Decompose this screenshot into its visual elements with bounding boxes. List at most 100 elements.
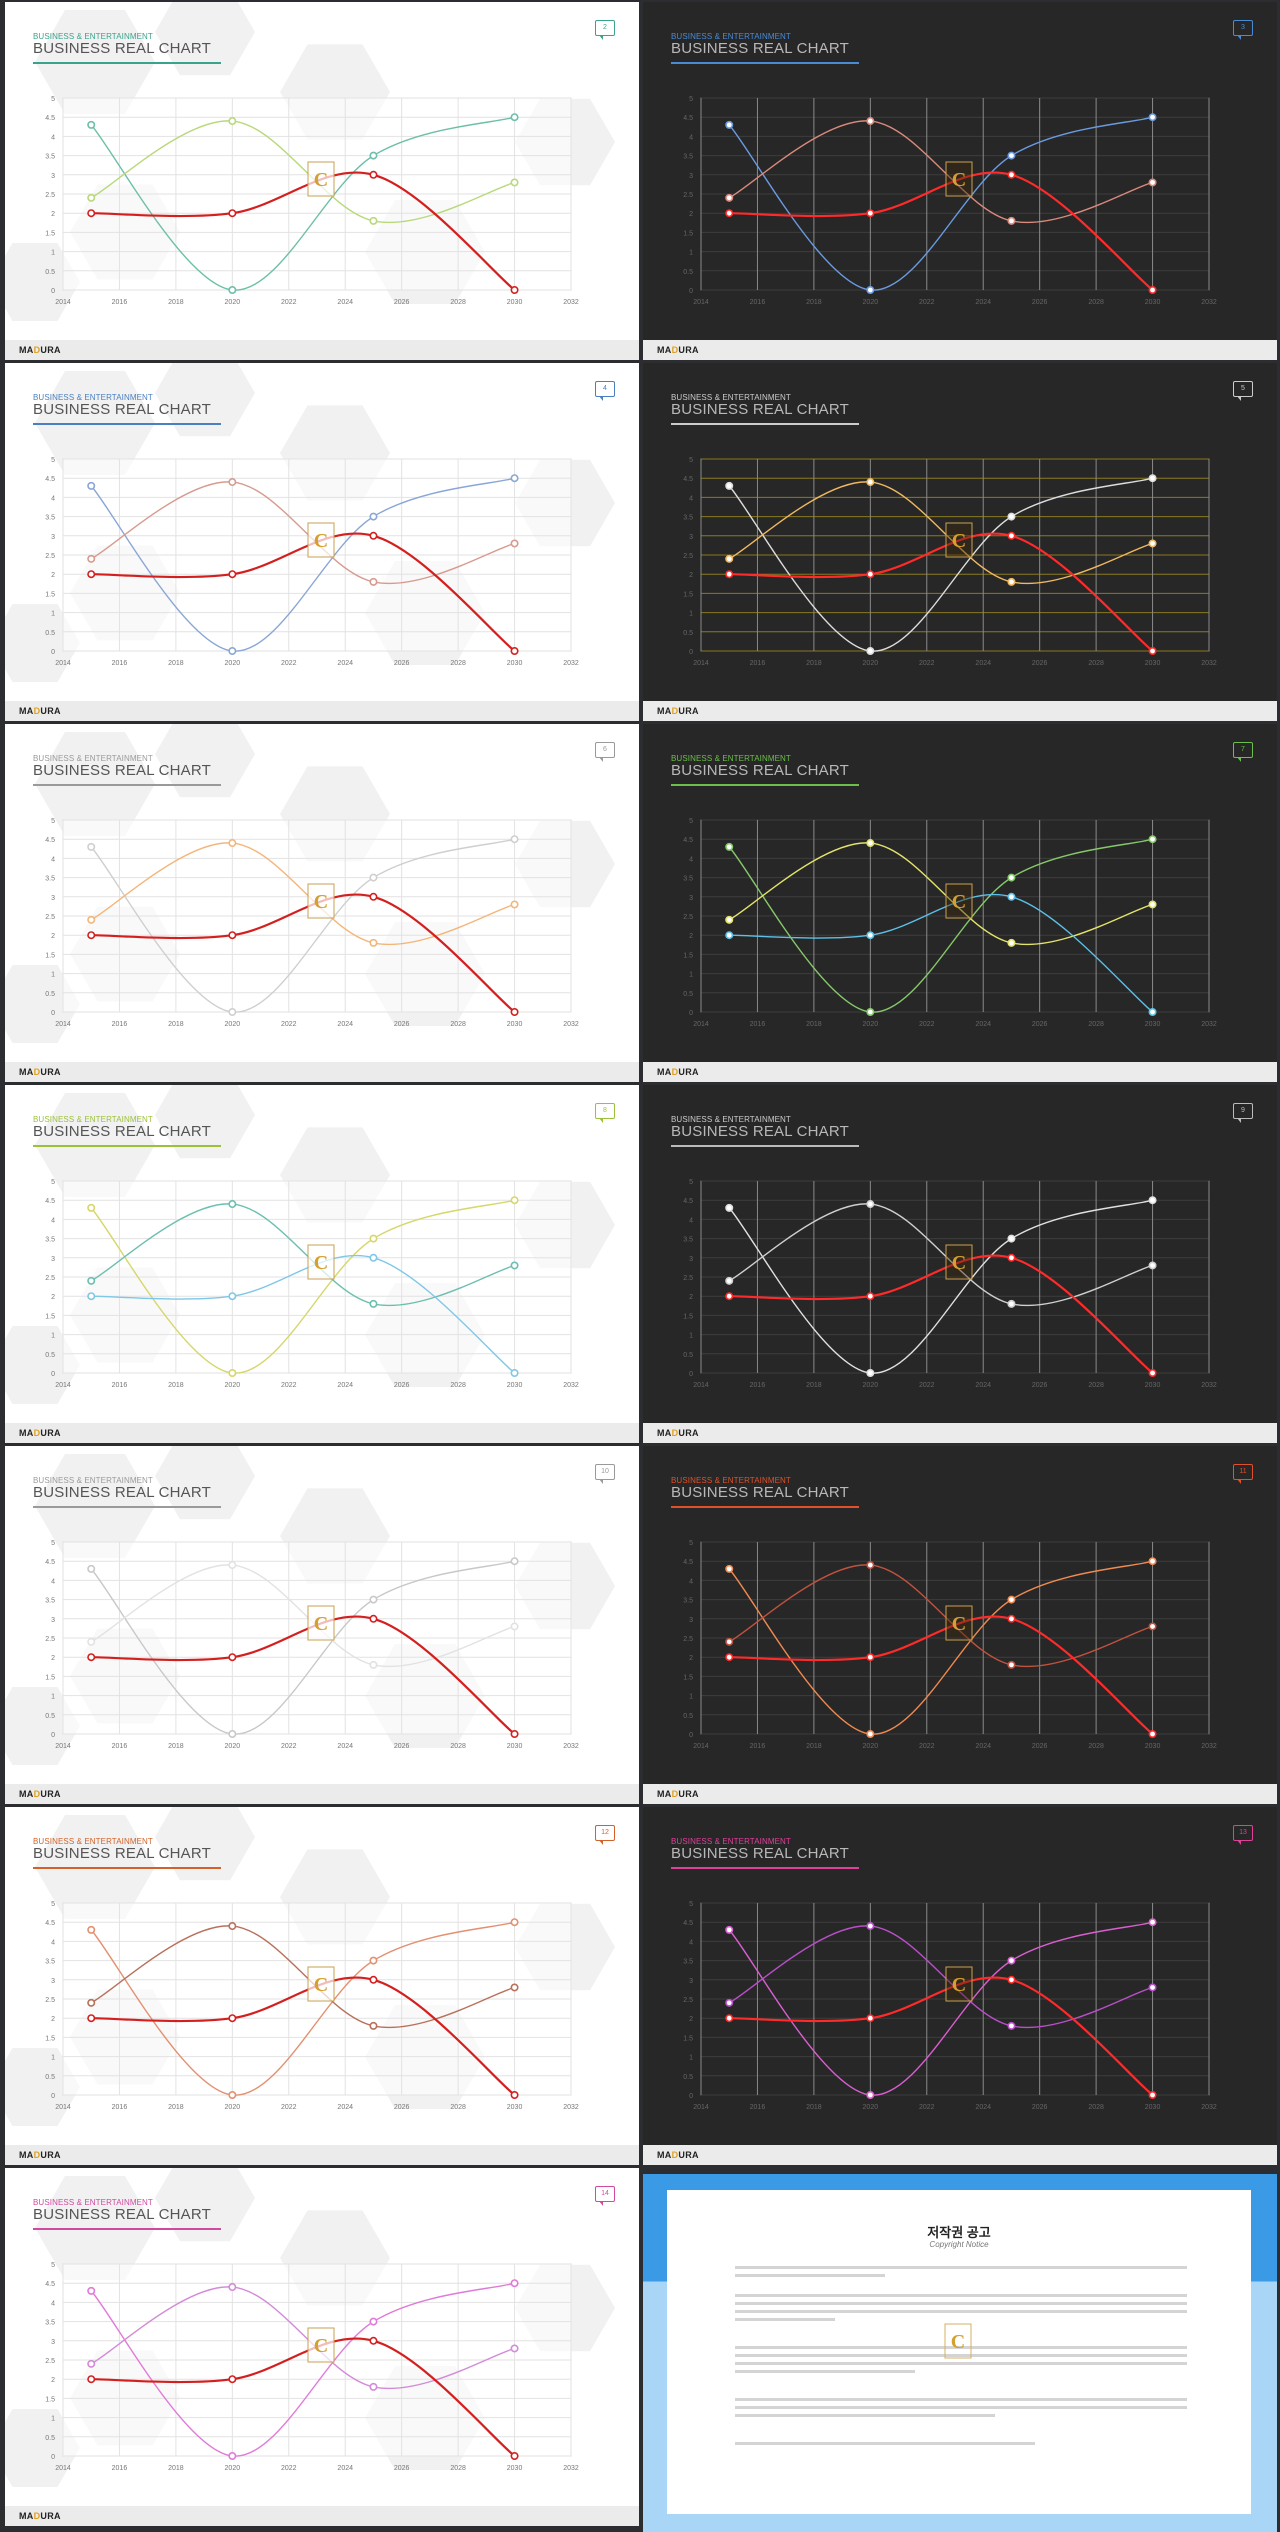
data-point — [866, 1007, 875, 1016]
y-tick-label: 3.5 — [683, 1598, 693, 1605]
data-point — [866, 2014, 875, 2023]
x-tick-label: 2014 — [55, 1382, 71, 1389]
hex-decor — [155, 1085, 255, 1159]
header-eyebrow: BUSINESS & ENTERTAINMENT — [671, 754, 791, 763]
watermark-letter: C — [952, 1974, 966, 1996]
data-point — [87, 1653, 96, 1662]
x-tick-label: 2016 — [750, 1382, 766, 1389]
y-tick-label: 3 — [51, 534, 55, 541]
page-number-icon: 5 — [1233, 381, 1253, 401]
header-eyebrow: BUSINESS & ENTERTAINMENT — [671, 1476, 791, 1485]
hex-decor — [155, 1446, 255, 1520]
data-point — [369, 1975, 378, 1984]
header-eyebrow: BUSINESS & ENTERTAINMENT — [33, 1115, 153, 1124]
y-tick-label: 3.5 — [45, 1598, 55, 1605]
y-tick-label: 1.5 — [45, 2396, 55, 2403]
y-tick-label: 3 — [689, 1617, 693, 1624]
x-tick-label: 2020 — [225, 1743, 241, 1750]
x-tick-label: 2030 — [1145, 1021, 1161, 1028]
data-point — [510, 2090, 519, 2099]
x-tick-label: 2016 — [750, 660, 766, 667]
series-line-1 — [90, 1199, 515, 1374]
data-point — [87, 554, 96, 563]
data-point — [1007, 1234, 1016, 1243]
y-tick-label: 3.5 — [45, 2320, 55, 2327]
data-point — [369, 938, 378, 947]
data-point — [510, 474, 519, 483]
slide-title: BUSINESS REAL CHART — [671, 762, 850, 779]
watermark-badge — [307, 883, 335, 919]
line-chart: 0 0.5 1 1.5 2 2.5 3 3.5 4 4.5 5 2014 2016 2018 2020 202… — [5, 724, 615, 1043]
x-tick-label: 2028 — [1088, 1382, 1104, 1389]
y-tick-label: 2.5 — [45, 553, 55, 560]
y-tick-label: 2.5 — [683, 192, 693, 199]
x-tick-label: 2028 — [450, 2104, 466, 2111]
series-line-1 — [90, 838, 515, 1013]
y-tick-label: 0.5 — [683, 2074, 693, 2081]
page-number-icon: 3 — [1233, 20, 1253, 40]
x-tick-label: 2032 — [1201, 1021, 1217, 1028]
slide-footer: MADURA — [643, 340, 1277, 360]
data-point — [87, 1925, 96, 1934]
madura-logo: MADURA — [19, 1789, 61, 1799]
data-point — [369, 512, 378, 521]
data-point — [1007, 1614, 1016, 1623]
y-tick-label: 5 — [689, 1901, 693, 1908]
title-underline — [33, 784, 221, 786]
y-tick-label: 1.5 — [45, 1674, 55, 1681]
chart-slide-9: 0 0.5 1 1.5 2 2.5 3 3.5 4 4.5 5 2014 2016 2018 2020 202… — [643, 1085, 1277, 1443]
y-tick-label: 3 — [51, 2339, 55, 2346]
y-tick-label: 0.5 — [45, 1352, 55, 1359]
data-point — [369, 2382, 378, 2391]
y-tick-label: 1.5 — [683, 1674, 693, 1681]
data-point — [87, 1564, 96, 1573]
chart-slide-8: 0 0.5 1 1.5 2 2.5 3 3.5 4 4.5 5 2014 2016 2018 2020 202… — [5, 1085, 639, 1443]
y-tick-label: 1 — [51, 250, 55, 257]
x-tick-label: 2024 — [975, 1743, 991, 1750]
x-tick-label: 2014 — [55, 2465, 71, 2472]
y-tick-label: 0 — [689, 1010, 693, 1017]
y-tick-label: 3 — [689, 1256, 693, 1263]
x-tick-label: 2026 — [1032, 299, 1048, 306]
madura-logo: MADURA — [657, 1067, 699, 1077]
x-tick-label: 2022 — [281, 660, 297, 667]
x-tick-label: 2018 — [168, 2104, 184, 2111]
data-point — [228, 2090, 237, 2099]
watermark-badge — [307, 1605, 335, 1641]
x-tick-label: 2032 — [563, 1743, 579, 1750]
data-point — [369, 1614, 378, 1623]
x-tick-label: 2014 — [693, 1743, 709, 1750]
line-chart: 0 0.5 1 1.5 2 2.5 3 3.5 4 4.5 5 2014 2016 2018 2020 202… — [683, 1540, 1217, 1750]
watermark-letter: C — [952, 169, 966, 191]
title-underline — [671, 1867, 859, 1869]
y-tick-label: 1.5 — [45, 230, 55, 237]
y-tick-label: 0 — [51, 649, 55, 656]
data-point — [725, 1292, 734, 1301]
chart-slide-11: 0 0.5 1 1.5 2 2.5 3 3.5 4 4.5 5 2014 2016 2018 2020 202… — [643, 1446, 1277, 1804]
y-tick-label: 1.5 — [45, 591, 55, 598]
data-point — [228, 1368, 237, 1377]
x-tick-label: 2030 — [507, 2465, 523, 2472]
x-tick-label: 2018 — [168, 1743, 184, 1750]
line-chart: 0 0.5 1 1.5 2 2.5 3 3.5 4 4.5 5 2014 2016 2018 2020 202… — [683, 1901, 1217, 2111]
watermark-letter: C — [314, 1974, 328, 1996]
x-tick-label: 2032 — [1201, 1382, 1217, 1389]
y-tick-label: 0 — [689, 1732, 693, 1739]
data-point — [866, 1729, 875, 1738]
data-point — [1148, 178, 1157, 187]
page-number-icon: 6 — [595, 742, 615, 762]
slide-title: BUSINESS REAL CHART — [671, 1484, 850, 1501]
data-point — [1007, 1595, 1016, 1604]
hex-decor — [5, 1326, 80, 1404]
data-point — [1007, 216, 1016, 225]
x-tick-label: 2028 — [450, 1021, 466, 1028]
x-tick-label: 2032 — [1201, 299, 1217, 306]
x-tick-label: 2016 — [112, 1382, 128, 1389]
x-tick-label: 2032 — [1201, 1743, 1217, 1750]
hex-decor — [5, 604, 80, 682]
x-tick-label: 2024 — [975, 2104, 991, 2111]
series-line-2 — [90, 1564, 515, 1668]
header-eyebrow: BUSINESS & ENTERTAINMENT — [671, 32, 791, 41]
x-tick-label: 2028 — [450, 299, 466, 306]
x-tick-label: 2024 — [975, 299, 991, 306]
